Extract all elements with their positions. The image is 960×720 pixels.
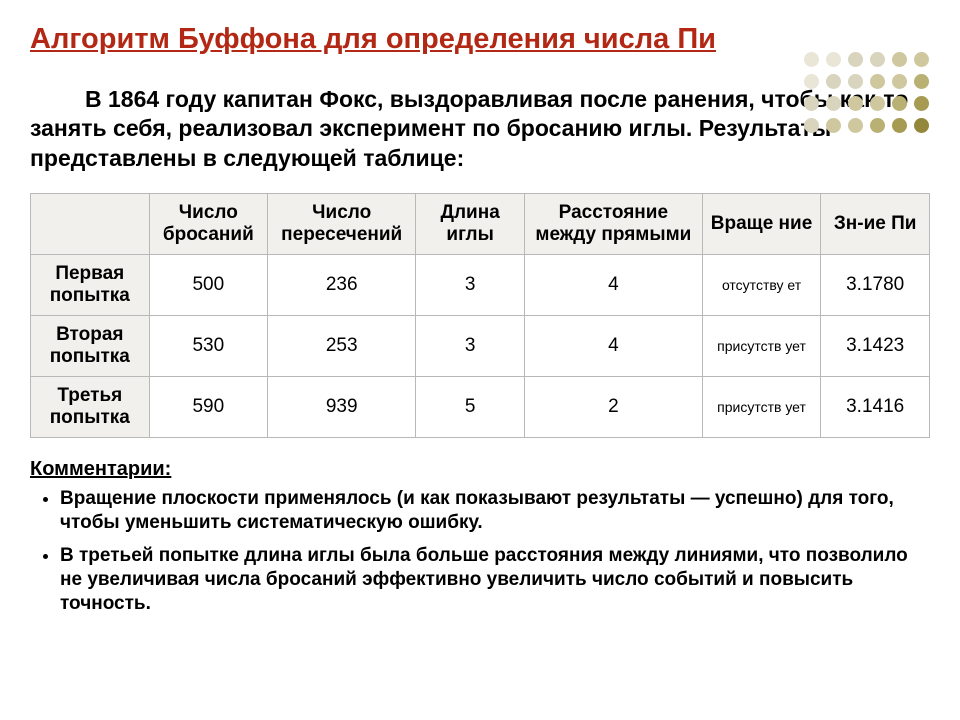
dot-icon bbox=[848, 74, 863, 89]
dot-icon bbox=[892, 52, 907, 67]
table-row: Первая попытка 500 236 3 4 отсутству ет … bbox=[31, 255, 930, 316]
cell-pi: 3.1780 bbox=[821, 255, 930, 316]
dot-icon bbox=[870, 52, 885, 67]
dot-icon bbox=[914, 74, 929, 89]
comments-heading: Комментарии: bbox=[30, 458, 930, 481]
cell-rotation: присутств ует bbox=[702, 316, 821, 377]
cell: 500 bbox=[149, 255, 268, 316]
comments-list: Вращение плоскости применялось (и как по… bbox=[30, 487, 930, 617]
dot-icon bbox=[914, 118, 929, 133]
cell: 3 bbox=[416, 255, 525, 316]
page-title: Алгоритм Буффона для определения числа П… bbox=[30, 22, 930, 57]
col-header-pi-value: Зн-ие Пи bbox=[821, 194, 930, 255]
cell-pi: 3.1423 bbox=[821, 316, 930, 377]
table-row: Третья попытка 590 939 5 2 присутств ует… bbox=[31, 377, 930, 438]
dot-icon bbox=[870, 96, 885, 111]
row-label: Третья попытка bbox=[31, 377, 150, 438]
dot-icon bbox=[804, 52, 819, 67]
comment-item: В третьей попытке длина иглы была больше… bbox=[60, 544, 930, 617]
dot-icon bbox=[892, 118, 907, 133]
comment-item: Вращение плоскости применялось (и как по… bbox=[60, 487, 930, 536]
dot-icon bbox=[826, 74, 841, 89]
dot-icon bbox=[914, 96, 929, 111]
cell: 939 bbox=[268, 377, 416, 438]
dot-icon bbox=[914, 52, 929, 67]
dot-icon bbox=[848, 118, 863, 133]
cell: 4 bbox=[524, 316, 702, 377]
col-header-rotation: Враще ние bbox=[702, 194, 821, 255]
dot-icon bbox=[848, 96, 863, 111]
dot-icon bbox=[870, 74, 885, 89]
cell: 590 bbox=[149, 377, 268, 438]
cell: 530 bbox=[149, 316, 268, 377]
row-label: Первая попытка bbox=[31, 255, 150, 316]
row-label: Вторая попытка bbox=[31, 316, 150, 377]
col-header-throws: Число бросаний bbox=[149, 194, 268, 255]
dot-icon bbox=[826, 118, 841, 133]
table-row: Вторая попытка 530 253 3 4 присутств ует… bbox=[31, 316, 930, 377]
dot-icon bbox=[826, 96, 841, 111]
cell-rotation: присутств ует bbox=[702, 377, 821, 438]
col-header-blank bbox=[31, 194, 150, 255]
dot-icon bbox=[870, 118, 885, 133]
col-header-line-distance: Расстояние между прямыми bbox=[524, 194, 702, 255]
dot-icon bbox=[804, 96, 819, 111]
cell: 253 bbox=[268, 316, 416, 377]
dot-icon bbox=[848, 52, 863, 67]
col-header-needle-length: Длина иглы bbox=[416, 194, 525, 255]
cell: 3 bbox=[416, 316, 525, 377]
cell: 4 bbox=[524, 255, 702, 316]
dot-icon bbox=[804, 118, 819, 133]
cell-rotation: отсутству ет bbox=[702, 255, 821, 316]
dot-icon bbox=[892, 74, 907, 89]
cell-pi: 3.1416 bbox=[821, 377, 930, 438]
col-header-intersections: Число пересечений bbox=[268, 194, 416, 255]
results-table: Число бросаний Число пересечений Длина и… bbox=[30, 193, 930, 438]
cell: 2 bbox=[524, 377, 702, 438]
dot-icon bbox=[804, 74, 819, 89]
dot-icon bbox=[826, 52, 841, 67]
cell: 5 bbox=[416, 377, 525, 438]
decorative-dots bbox=[804, 52, 932, 136]
cell: 236 bbox=[268, 255, 416, 316]
dot-icon bbox=[892, 96, 907, 111]
intro-paragraph: В 1864 году капитан Фокс, выздоравливая … bbox=[30, 85, 930, 173]
